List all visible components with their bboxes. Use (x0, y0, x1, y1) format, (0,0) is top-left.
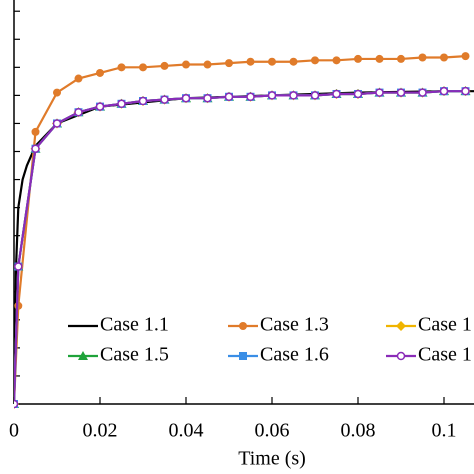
marker (203, 93, 212, 103)
marker (224, 92, 234, 102)
marker (268, 57, 276, 66)
legend-label: Case 1.1 (100, 314, 169, 336)
marker (461, 86, 470, 96)
marker (182, 60, 190, 69)
x-tick-label: 0 (9, 420, 19, 442)
marker (96, 68, 104, 77)
marker (440, 53, 448, 62)
marker (310, 91, 320, 100)
marker (74, 107, 83, 117)
marker (246, 57, 255, 66)
marker (239, 352, 247, 360)
x-tick-label: 0.1 (432, 420, 457, 442)
x-axis-label: Time (s) (238, 448, 306, 470)
marker (52, 119, 62, 128)
marker (332, 56, 341, 65)
marker (311, 56, 319, 65)
marker (267, 91, 277, 100)
marker (53, 88, 61, 97)
marker (14, 399, 19, 409)
marker (95, 102, 105, 111)
marker (396, 88, 406, 97)
marker (418, 53, 427, 62)
marker (181, 93, 191, 103)
plot-area (14, 52, 474, 409)
marker (225, 59, 233, 68)
marker (160, 61, 169, 70)
marker (14, 301, 23, 310)
marker (117, 63, 126, 72)
x-tick-label: 0.08 (341, 420, 376, 442)
marker (74, 74, 83, 83)
legend-label: Case 1.5 (100, 344, 169, 366)
x-tick-label: 0.06 (255, 420, 290, 442)
marker (203, 60, 212, 69)
marker (246, 92, 255, 102)
marker (117, 99, 126, 109)
marker (461, 52, 470, 61)
marker (14, 262, 23, 271)
x-tick-label: 0.04 (169, 420, 204, 442)
marker (397, 54, 405, 63)
marker (289, 91, 298, 100)
marker (139, 63, 147, 72)
x-tick-label: 0.02 (83, 420, 118, 442)
legend-label: Case 1.3 (260, 314, 329, 336)
legend-label: Case 1 (418, 344, 472, 366)
marker (375, 54, 384, 63)
legend-label: Case 1.6 (260, 344, 329, 366)
marker (78, 351, 88, 360)
marker (289, 57, 298, 66)
marker (160, 95, 169, 104)
marker (375, 88, 384, 97)
marker (396, 321, 406, 331)
marker (138, 96, 148, 106)
marker (418, 88, 427, 97)
marker (354, 54, 362, 63)
marker (31, 144, 40, 153)
marker (353, 89, 363, 99)
marker (239, 322, 247, 330)
marker (332, 89, 341, 99)
marker (396, 351, 406, 361)
legend-label: Case 1 (418, 314, 472, 336)
marker (439, 86, 449, 96)
marker (31, 127, 40, 136)
